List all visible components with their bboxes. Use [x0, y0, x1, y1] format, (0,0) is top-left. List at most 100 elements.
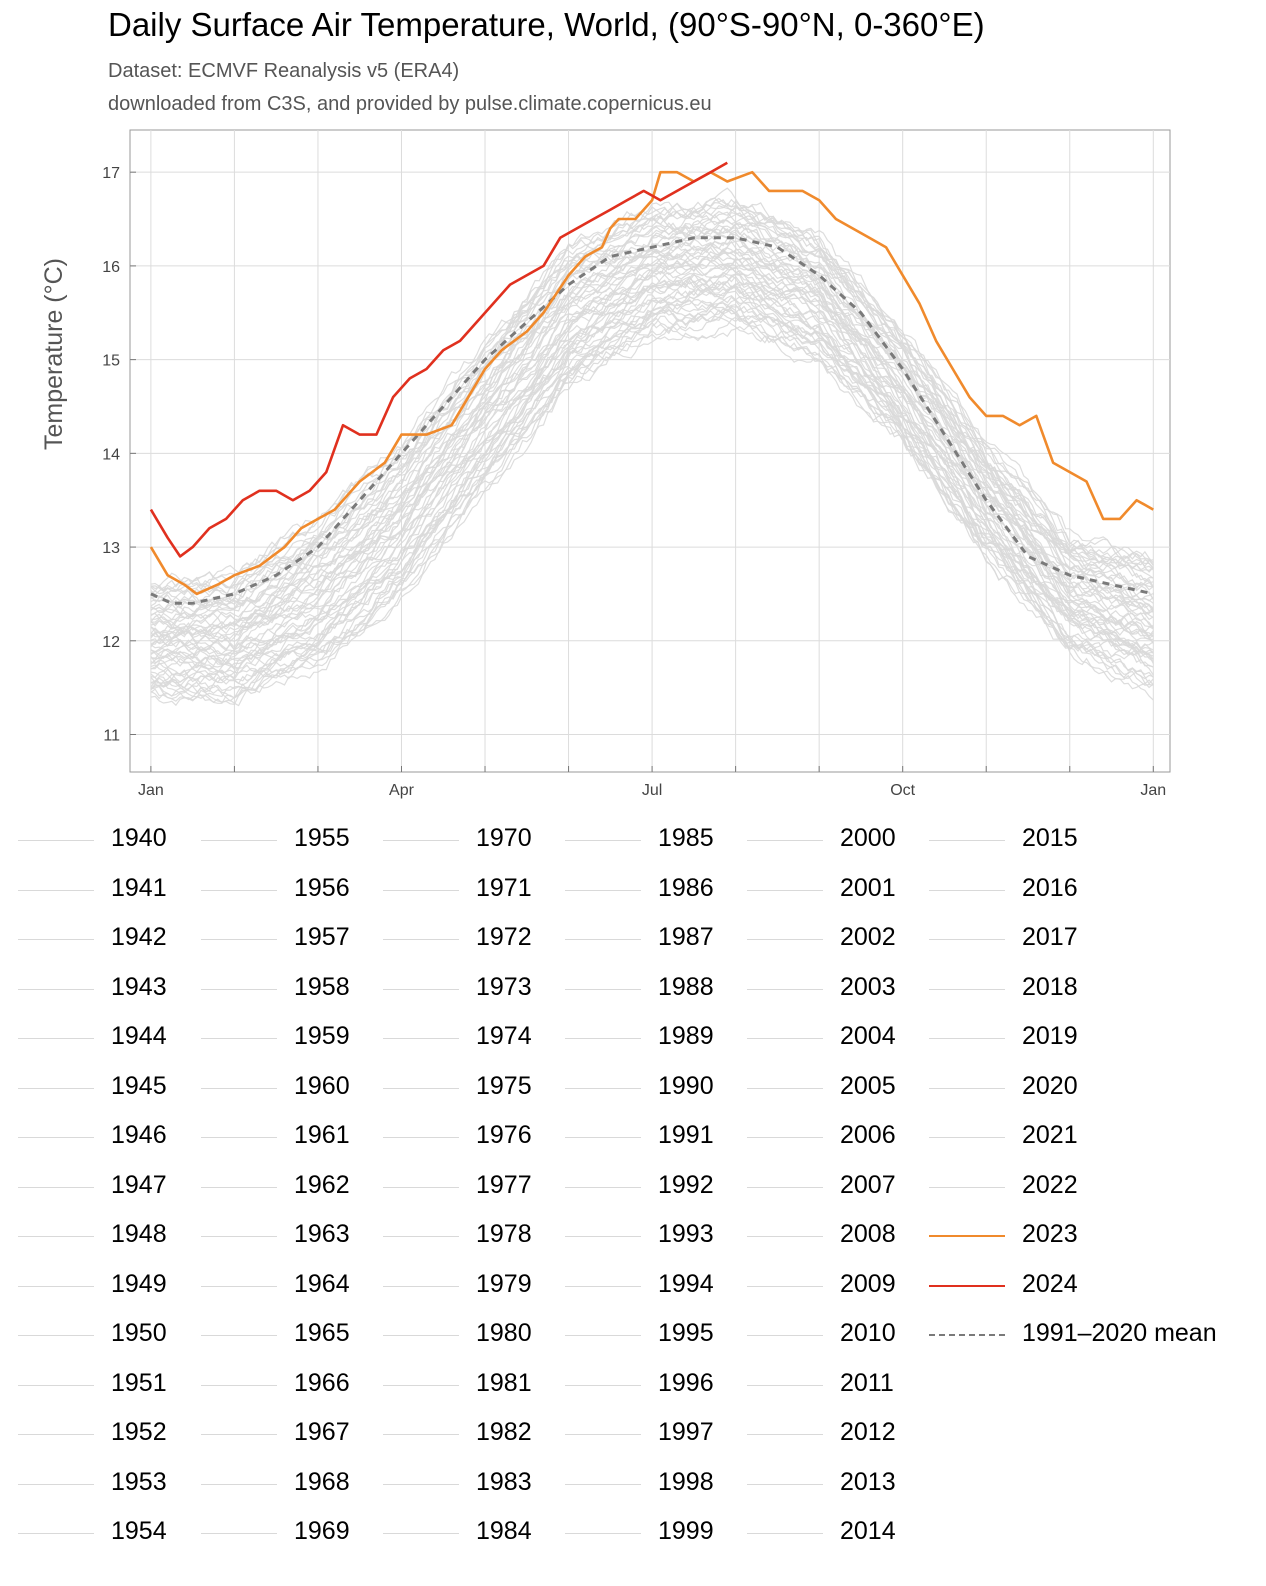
legend-item: 2001	[747, 873, 1077, 909]
legend-swatch	[929, 1334, 1005, 1336]
legend-item: 1959	[201, 1021, 531, 1057]
legend-label: 1994	[658, 1269, 714, 1298]
legend-item: 2002	[747, 922, 1077, 958]
legend-item: 1969	[201, 1516, 531, 1552]
legend-swatch	[201, 1335, 277, 1336]
legend-swatch	[383, 1285, 459, 1287]
legend-label: 1985	[658, 824, 714, 852]
y-tick-label: 15	[102, 353, 120, 370]
legend-swatch	[201, 1384, 277, 1386]
legend-item: 2015	[929, 823, 1259, 859]
legend-label: 2009	[840, 1269, 896, 1298]
legend-swatch	[929, 1235, 1005, 1237]
legend-label: 1952	[111, 1418, 167, 1446]
legend-item: 2017	[929, 922, 1259, 958]
legend-swatch	[747, 889, 823, 891]
legend-label: 1979	[476, 1269, 532, 1298]
series-2024-line	[149, 161, 728, 558]
x-tick-label: Jan	[138, 782, 164, 799]
legend-label: 1966	[294, 1368, 350, 1397]
y-tick-label: 11	[103, 728, 120, 745]
legend-label: 1999	[658, 1517, 714, 1545]
legend-label: 1973	[476, 972, 532, 1001]
legend-item: 1986	[565, 873, 895, 909]
legend-item: 1991–2020 mean	[929, 1318, 1259, 1354]
history-year-line	[150, 281, 1154, 681]
legend-label: 1957	[294, 923, 350, 951]
legend-item: 1957	[201, 922, 531, 958]
legend-swatch	[929, 1137, 1005, 1138]
legend-label: 1993	[658, 1220, 714, 1248]
legend-swatch	[383, 1335, 459, 1336]
legend-label: 2003	[840, 972, 896, 1001]
legend-label: 2014	[840, 1517, 896, 1545]
legend-label: 2008	[840, 1220, 896, 1248]
legend-label: 2004	[840, 1022, 896, 1050]
legend-label: 1959	[294, 1022, 350, 1050]
legend-label: 1995	[658, 1319, 714, 1347]
legend-item: 1949	[18, 1269, 348, 1305]
legend-item: 1946	[18, 1120, 348, 1156]
history-year-line	[150, 296, 1154, 677]
legend-label: 2018	[1022, 972, 1078, 1001]
legend-swatch	[565, 1434, 641, 1435]
legend-label: 1978	[476, 1220, 532, 1248]
legend-item: 1951	[18, 1368, 348, 1404]
legend-swatch	[565, 1186, 641, 1188]
legend-label: 1962	[294, 1170, 350, 1199]
legend-swatch	[383, 1186, 459, 1188]
legend-swatch	[201, 1137, 277, 1138]
y-tick-label: 12	[102, 634, 120, 651]
legend-item: 1948	[18, 1219, 348, 1255]
legend-swatch	[201, 1483, 277, 1485]
y-tick-label: 16	[102, 259, 120, 276]
legend-item: 1990	[565, 1071, 895, 1107]
legend-swatch	[747, 1137, 823, 1138]
legend-item: 2019	[929, 1021, 1259, 1057]
legend-swatch	[18, 1236, 94, 1237]
legend-label: 1947	[111, 1170, 167, 1199]
legend-item: 1967	[201, 1417, 531, 1453]
y-tick-label: 13	[102, 540, 120, 557]
legend-item: 1980	[383, 1318, 713, 1354]
legend-label: 1949	[111, 1269, 167, 1298]
legend-item: 1961	[201, 1120, 531, 1156]
history-year-line	[150, 257, 1154, 652]
legend-label: 2022	[1022, 1170, 1078, 1199]
legend-label: 1974	[476, 1022, 532, 1050]
legend-swatch	[565, 1236, 641, 1237]
legend-swatch	[201, 1533, 277, 1534]
legend-label: 1991	[658, 1121, 714, 1149]
legend-swatch	[18, 988, 94, 990]
legend-label: 1975	[476, 1071, 532, 1100]
legend-item: 1976	[383, 1120, 713, 1156]
legend-label: 1965	[294, 1319, 350, 1347]
legend-swatch	[565, 1483, 641, 1485]
legend-item: 1983	[383, 1467, 713, 1503]
y-tick-label: 17	[102, 165, 120, 182]
legend-item: 1987	[565, 922, 895, 958]
legend-swatch	[383, 1137, 459, 1138]
legend-item: 1962	[201, 1170, 531, 1206]
legend-label: 2015	[1022, 824, 1078, 852]
legend-item: 2007	[747, 1170, 1077, 1206]
legend-swatch	[747, 1087, 823, 1089]
legend-label: 1971	[476, 873, 532, 902]
history-year-line	[150, 236, 1154, 630]
legend-item: 1953	[18, 1467, 348, 1503]
legend-item: 2014	[747, 1516, 1077, 1552]
temperature-chart: 11 12 13 14 15 16 17 Jan Apr Jul Oct Jan	[102, 129, 1171, 799]
legend-swatch	[383, 1087, 459, 1089]
legend-label: 2019	[1022, 1022, 1078, 1050]
legend-swatch	[18, 889, 94, 891]
legend-label: 1976	[476, 1121, 532, 1149]
chart-title: Daily Surface Air Temperature, World, (9…	[108, 6, 985, 43]
legend-item: 1982	[383, 1417, 713, 1453]
legend-label: 1967	[294, 1418, 350, 1446]
history-year-line	[150, 204, 1154, 596]
history-year-line	[150, 227, 1154, 623]
legend-item: 2020	[929, 1071, 1259, 1107]
history-year-line	[150, 309, 1154, 698]
legend-label: 2016	[1022, 873, 1078, 902]
legend-item: 1985	[565, 823, 895, 859]
